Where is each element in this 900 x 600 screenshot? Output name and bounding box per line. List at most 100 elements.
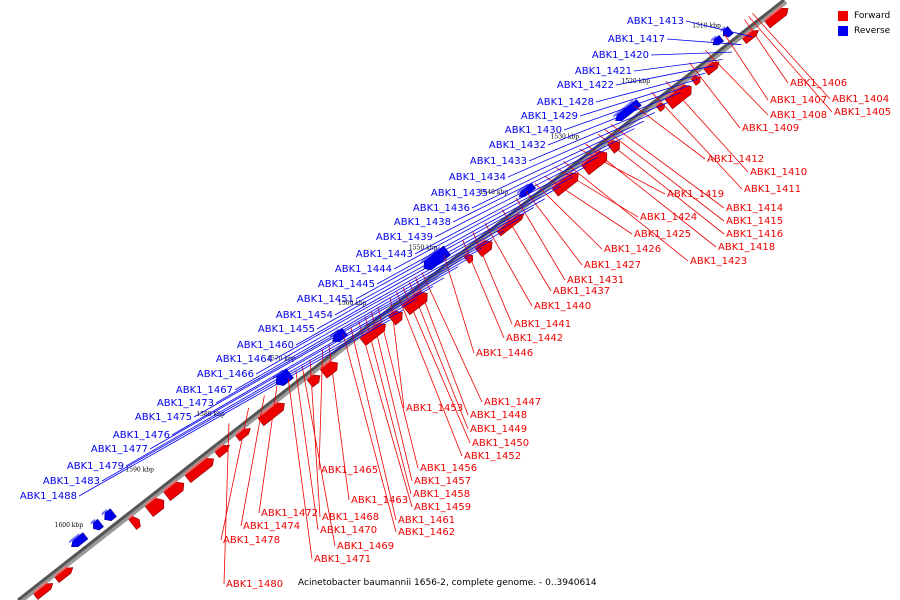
gene-label: ABK1_1444 — [335, 264, 392, 275]
leader-line — [393, 166, 586, 270]
leader-line — [579, 148, 666, 195]
leader-line — [258, 385, 278, 514]
gene-label: ABK1_1466 — [197, 369, 254, 380]
scale-tick-label: 1530 kbp — [551, 134, 580, 141]
gene-label: ABK1_1428 — [537, 97, 594, 108]
leader-line — [234, 247, 482, 391]
gene-label: ABK1_1471 — [314, 554, 371, 565]
gene-label: ABK1_1430 — [505, 125, 562, 136]
leader-line — [355, 186, 561, 300]
leader-line — [402, 286, 471, 444]
forward-gene-arrow — [703, 59, 720, 76]
reverse-gene-arrow — [710, 34, 724, 46]
gene-label: ABK1_1421 — [575, 66, 632, 77]
gene-label: ABK1_1423 — [690, 256, 747, 267]
leader-line — [350, 327, 397, 521]
gene-label: ABK1_1434 — [449, 172, 506, 183]
scale-tick-label: 1560 kbp — [338, 300, 367, 307]
leader-line — [78, 319, 391, 497]
forward-gene-arrow — [764, 5, 789, 29]
gene-label: ABK1_1406 — [790, 78, 847, 89]
leader-line — [316, 207, 534, 330]
gene-label: ABK1_1424 — [640, 212, 697, 223]
gene-label: ABK1_1439 — [376, 232, 433, 243]
leader-line — [149, 286, 434, 450]
gene-label: ABK1_1420 — [592, 50, 649, 61]
forward-gene-arrow — [33, 581, 54, 600]
leader-line — [125, 298, 418, 467]
leader-line — [376, 176, 574, 285]
gene-label: ABK1_1464 — [216, 354, 273, 365]
leader-line — [171, 277, 445, 436]
gene-label: ABK1_1453 — [406, 403, 463, 414]
gene-label: ABK1_1451 — [297, 294, 354, 305]
forward-gene-arrow — [128, 513, 141, 530]
forward-gene-arrow — [580, 148, 608, 176]
gene-label: ABK1_1411 — [744, 184, 801, 195]
leader-line — [396, 291, 463, 457]
leader-line — [579, 78, 698, 117]
leader-line — [610, 123, 725, 209]
forward-gene-arrow — [144, 495, 165, 518]
scale-tick-mark — [83, 546, 87, 549]
reverse-swatch — [838, 25, 848, 36]
forward-gene-arrow — [163, 479, 185, 502]
leader-line — [443, 254, 475, 354]
gene-label: ABK1_1416 — [726, 229, 783, 240]
gene-label: ABK1_1459 — [414, 502, 471, 513]
gene-label: ABK1_1440 — [534, 301, 591, 312]
leader-line — [634, 105, 706, 160]
gene-label: ABK1_1418 — [718, 242, 775, 253]
gene-label: ABK1_1460 — [237, 340, 294, 351]
leader-line — [452, 138, 623, 223]
leader-line — [555, 167, 639, 218]
legend: Forward Reverse — [838, 8, 890, 38]
gene-label: ABK1_1435 — [431, 188, 488, 199]
leader-line — [220, 407, 250, 541]
gene-label: ABK1_1446 — [476, 348, 533, 359]
leader-line — [525, 190, 583, 266]
gene-label: ABK1_1468 — [322, 512, 379, 523]
reverse-gene-arrow — [720, 25, 734, 38]
leader-line — [597, 133, 725, 235]
gene-label: ABK1_1470 — [320, 525, 377, 536]
gene-label: ABK1_1441 — [514, 319, 571, 330]
leader-line — [704, 49, 769, 116]
gene-label: ABK1_1461 — [398, 515, 455, 526]
gene-label: ABK1_1472 — [261, 508, 318, 519]
scale-tick-label: 1540 kbp — [480, 189, 509, 196]
gene-label: ABK1_1419 — [667, 189, 724, 200]
forward-swatch — [838, 10, 848, 21]
gene-label: ABK1_1425 — [634, 229, 691, 240]
leader-line — [501, 209, 552, 292]
leader-line — [371, 311, 413, 482]
gene-label: ABK1_1445 — [318, 279, 375, 290]
gene-label: ABK1_1480 — [226, 579, 283, 590]
gene-label: ABK1_1410 — [750, 167, 807, 178]
gene-label: ABK1_1475 — [135, 412, 192, 423]
forward-gene-arrow — [319, 358, 338, 379]
gene-label: ABK1_1447 — [484, 397, 541, 408]
gene-label: ABK1_1458 — [413, 489, 470, 500]
leader-line — [318, 349, 324, 471]
leader-line — [240, 395, 265, 527]
leader-line — [415, 277, 469, 416]
scale-tick-label: 1520 kbp — [621, 78, 650, 85]
leader-line — [215, 257, 470, 404]
leader-line — [744, 19, 789, 84]
gene-label: ABK1_1407 — [770, 95, 827, 106]
leader-line — [274, 230, 504, 360]
gene-label: ABK1_1431 — [567, 275, 624, 286]
gene-label: ABK1_1409 — [742, 123, 799, 134]
gene-label: ABK1_1462 — [398, 527, 455, 538]
gene-label: ABK1_1488 — [20, 491, 77, 502]
genome-backbone-group — [17, 0, 788, 600]
gene-label: ABK1_1478 — [223, 535, 280, 546]
gene-label: ABK1_1477 — [91, 444, 148, 455]
leader-line — [471, 128, 635, 209]
backbone-shadow — [19, 0, 788, 600]
leader-line — [563, 160, 689, 262]
leader-line — [295, 370, 319, 531]
leader-line — [434, 146, 612, 238]
